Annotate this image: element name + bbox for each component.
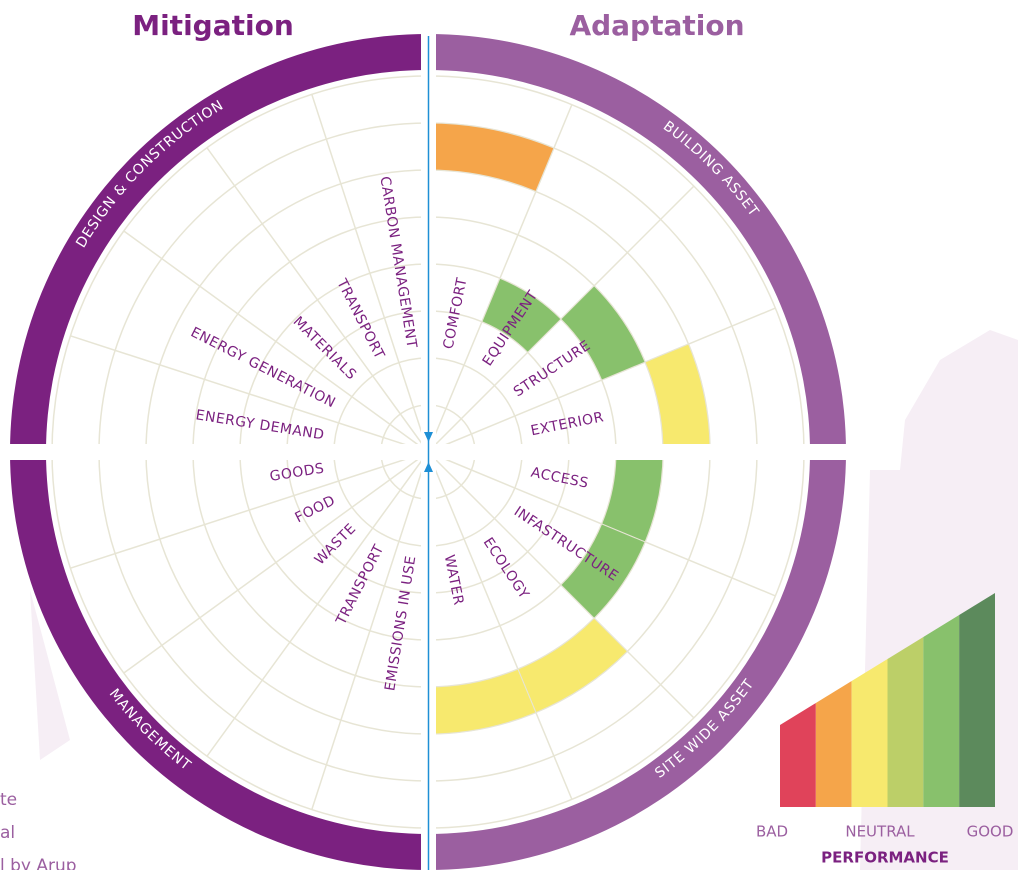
legend-label: GOOD <box>967 823 1014 841</box>
performance-segment <box>560 523 646 619</box>
quadrant-band <box>428 34 846 452</box>
grid-spoke <box>311 94 429 453</box>
legend-swatch <box>923 615 960 807</box>
performance-segment <box>481 277 562 354</box>
legend-title: PERFORMANCE <box>821 849 949 867</box>
grid-spoke <box>123 230 429 453</box>
legend-label: NEUTRAL <box>845 823 915 841</box>
grid-spoke <box>206 451 429 757</box>
legend-swatch <box>959 593 995 807</box>
quadrant-band <box>10 34 428 452</box>
grid-spoke <box>70 451 429 569</box>
grid-spoke <box>70 335 429 453</box>
side-text: te al l by Arup <box>0 790 77 870</box>
legend-label: BAD <box>756 823 788 841</box>
mitigation-title: Mitigation <box>132 9 294 42</box>
side-text-line: te <box>0 790 17 810</box>
performance-segment <box>560 285 646 381</box>
gap <box>0 444 860 460</box>
quadrant-band <box>428 452 846 870</box>
legend-swatch <box>851 659 888 807</box>
side-text-line: l by Arup <box>0 856 77 870</box>
legend-swatch <box>780 703 816 807</box>
quadrant-band <box>10 452 428 870</box>
grid-spoke <box>206 147 429 453</box>
grid-spoke <box>311 451 429 810</box>
grid-spoke <box>427 451 573 800</box>
adaptation-title: Adaptation <box>569 9 744 42</box>
grid-spoke <box>123 451 429 674</box>
legend-swatch <box>815 681 852 807</box>
arrow <box>424 432 433 442</box>
performance-segment <box>427 122 555 193</box>
side-text-line: al <box>0 823 15 843</box>
legend-swatch <box>887 637 924 807</box>
legend: BAD NEUTRAL GOOD PERFORMANCE <box>756 593 1013 867</box>
arrow <box>424 462 433 472</box>
